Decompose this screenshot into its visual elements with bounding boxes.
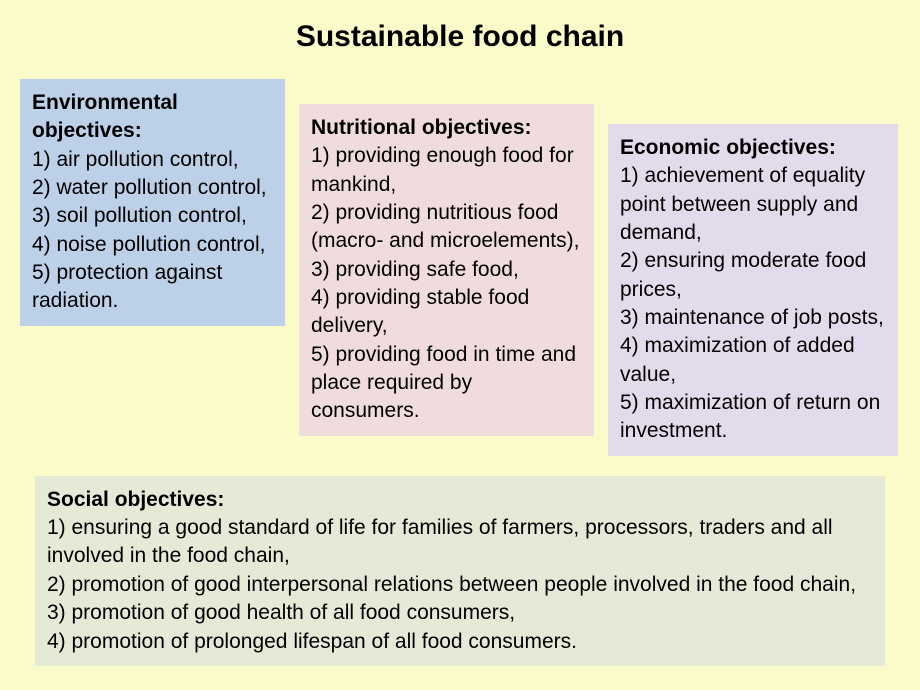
- list-item: 4) noise pollution control,: [32, 231, 273, 259]
- list-item: 1) ensuring a good standard of life for …: [47, 514, 873, 571]
- list-item: 5) providing food in time and place requ…: [311, 341, 582, 426]
- list-item: 5) protection against radiation.: [32, 259, 273, 316]
- list-item: 1) air pollution control,: [32, 146, 273, 174]
- infographic-container: Sustainable food chain Environmental obj…: [0, 0, 920, 690]
- economic-items: 1) achievement of equality point between…: [620, 162, 886, 445]
- list-item: 3) maintenance of job posts,: [620, 304, 886, 332]
- list-item: 4) maximization of added value,: [620, 332, 886, 389]
- bottom-row: Social objectives: 1) ensuring a good st…: [20, 476, 900, 666]
- list-item: 2) promotion of good interpersonal relat…: [47, 571, 873, 599]
- list-item: 2) water pollution control,: [32, 174, 273, 202]
- list-item: 4) providing stable food delivery,: [311, 284, 582, 341]
- list-item: 5) maximization of return on investment.: [620, 389, 886, 446]
- page-title: Sustainable food chain: [20, 20, 900, 54]
- nutritional-items: 1) providing enough food for mankind,2) …: [311, 142, 582, 425]
- top-row: Environmental objectives: 1) air polluti…: [20, 79, 900, 456]
- environmental-title: Environmental objectives:: [32, 89, 273, 146]
- economic-title: Economic objectives:: [620, 134, 886, 162]
- list-item: 1) providing enough food for mankind,: [311, 142, 582, 199]
- social-box: Social objectives: 1) ensuring a good st…: [35, 476, 885, 666]
- list-item: 3) soil pollution control,: [32, 202, 273, 230]
- environmental-box: Environmental objectives: 1) air polluti…: [20, 79, 285, 326]
- economic-box: Economic objectives: 1) achievement of e…: [608, 124, 898, 456]
- list-item: 3) providing safe food,: [311, 256, 582, 284]
- nutritional-box: Nutritional objectives: 1) providing eno…: [299, 104, 594, 436]
- list-item: 2) ensuring moderate food prices,: [620, 247, 886, 304]
- social-items: 1) ensuring a good standard of life for …: [47, 514, 873, 656]
- nutritional-title: Nutritional objectives:: [311, 114, 582, 142]
- list-item: 3) promotion of good health of all food …: [47, 599, 873, 627]
- list-item: 1) achievement of equality point between…: [620, 162, 886, 247]
- list-item: 4) promotion of prolonged lifespan of al…: [47, 628, 873, 656]
- environmental-items: 1) air pollution control,2) water pollut…: [32, 146, 273, 316]
- social-title: Social objectives:: [47, 486, 873, 514]
- list-item: 2) providing nutritious food (macro- and…: [311, 199, 582, 256]
